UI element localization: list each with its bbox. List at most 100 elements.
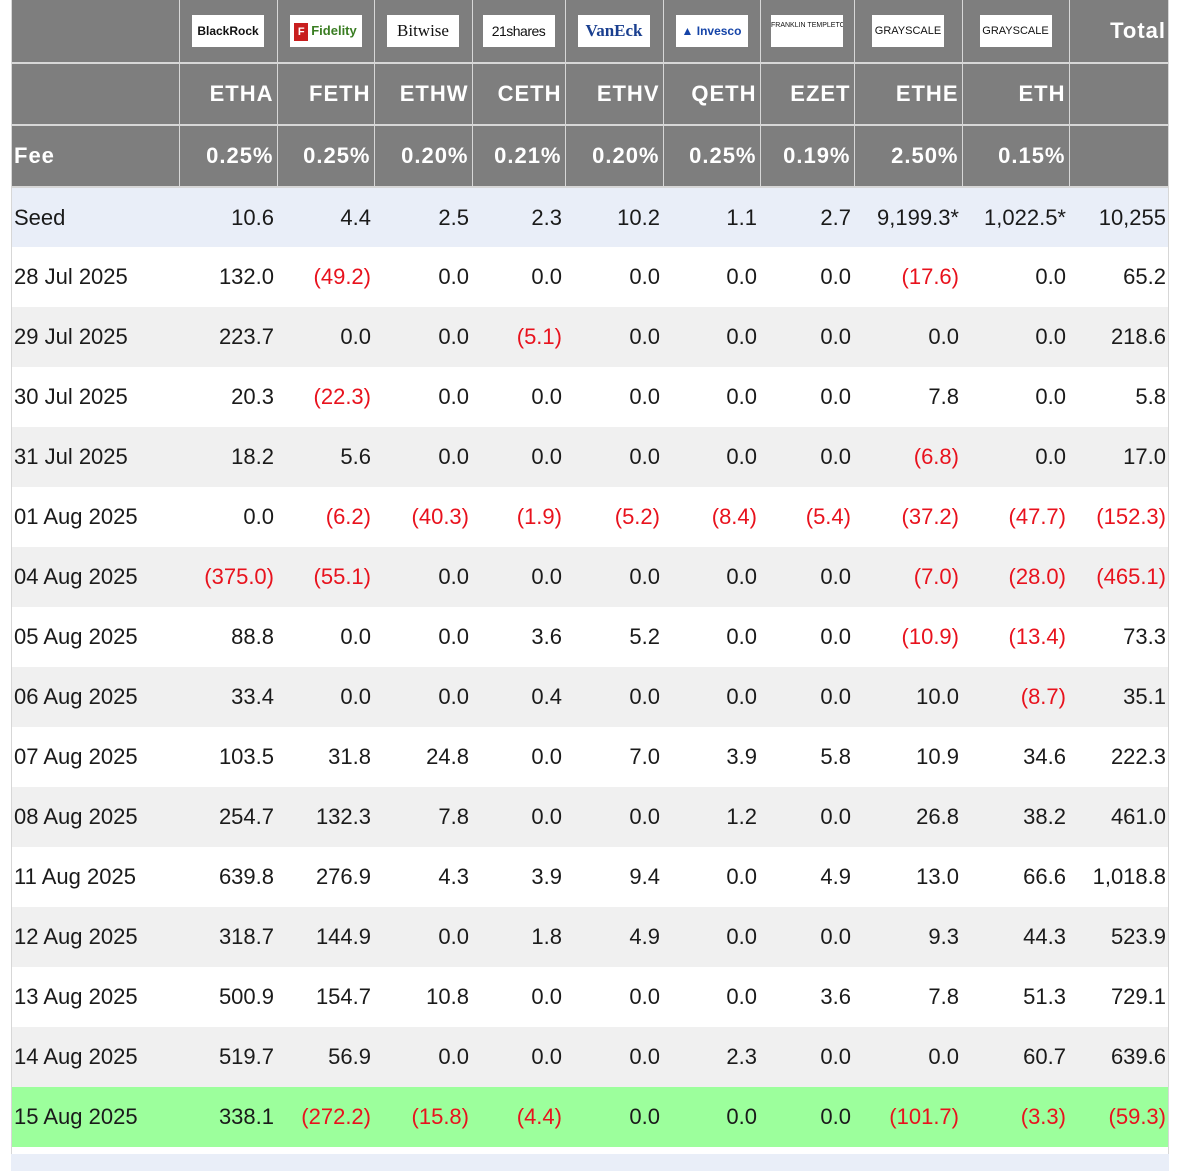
fidelity-logo: F Fidelity — [289, 15, 362, 47]
flow-cell: 0.0 — [854, 307, 962, 367]
flow-cell: 0.0 — [962, 427, 1069, 487]
fee-eth: 0.15% — [962, 125, 1070, 188]
flow-cell: (272.2) — [277, 1087, 374, 1147]
flow-cell: 0.0 — [472, 367, 565, 427]
flow-cell: (28.0) — [962, 547, 1069, 607]
flow-cell: 0.0 — [565, 667, 663, 727]
row-total-cell: 5.8 — [1069, 367, 1169, 427]
flow-cell: 3.9 — [472, 847, 565, 907]
flow-cell: 0.0 — [374, 427, 472, 487]
row-date: 08 Aug 2025 — [11, 787, 179, 847]
ticker-row-label — [11, 63, 180, 126]
row-total-cell: 35.1 — [1069, 667, 1169, 727]
table-row: 01 Aug 2025 0.0 (6.2) (40.3) (1.9) (5.2) (8.4)… — [11, 487, 1169, 547]
fee-ethe: 2.50% — [854, 125, 963, 188]
flow-cell: 0.0 — [277, 607, 374, 667]
flow-cell: 0.0 — [854, 1027, 962, 1087]
issuer-blackrock: BlackRock — [179, 0, 278, 64]
issuer-grayscale-ethe: GRAYSCALE — [854, 0, 963, 64]
table-row: 13 Aug 2025 500.9 154.7 10.8 0.0 0.0 0.0 3.6 7.8… — [11, 967, 1169, 1027]
row-date: 14 Aug 2025 — [11, 1027, 179, 1087]
fidelity-logo-text: Fidelity — [311, 23, 357, 38]
ticker-row: ETHA FETH ETHW CETH ETHV QETH EZET ETHE … — [11, 63, 1169, 126]
row-total-cell: 17.0 — [1069, 427, 1169, 487]
flow-cell: 5.8 — [760, 727, 854, 787]
flow-cell: (49.2) — [277, 247, 374, 307]
flow-cell: 9,199.3* — [854, 187, 962, 247]
flow-cell: 132.0 — [179, 247, 277, 307]
flow-cell: 0.0 — [374, 607, 472, 667]
flow-cell: 4.9 — [565, 907, 663, 967]
table-row: 07 Aug 2025 103.5 31.8 24.8 0.0 7.0 3.9 5.8 10.9… — [11, 727, 1169, 787]
flow-cell: (3.3) — [962, 1087, 1069, 1147]
row-total-cell: 65.2 — [1069, 247, 1169, 307]
flow-cell: 254.7 — [179, 787, 277, 847]
flow-cell: 0.0 — [663, 427, 760, 487]
flow-cell: 0.0 — [565, 367, 663, 427]
row-total-cell: 218.6 — [1069, 307, 1169, 367]
total-column-header: Total — [1069, 0, 1169, 64]
flow-cell: 0.0 — [760, 547, 854, 607]
flow-cell: 0.0 — [663, 367, 760, 427]
issuer-21shares: 21shares — [472, 0, 566, 64]
flow-cell: 0.0 — [760, 667, 854, 727]
table-row: 11 Aug 2025 639.8 276.9 4.3 3.9 9.4 0.0 4.9 13.0… — [11, 847, 1169, 907]
flow-cell: 0.0 — [565, 427, 663, 487]
flow-cell: 3.9 — [663, 727, 760, 787]
row-total-cell: 10,255 — [1069, 187, 1169, 247]
row-date: 01 Aug 2025 — [11, 487, 179, 547]
flow-cell: (6.8) — [854, 427, 962, 487]
blackrock-logo: BlackRock — [192, 15, 264, 47]
fee-ezet: 0.19% — [760, 125, 855, 188]
flow-cell: 0.0 — [565, 547, 663, 607]
flow-cell: 7.8 — [374, 787, 472, 847]
flow-cell: (5.2) — [565, 487, 663, 547]
issuer-logo-row: BlackRock F Fidelity Bitwise 21shares Van… — [11, 0, 1169, 64]
flow-cell: (13.4) — [962, 607, 1069, 667]
row-date: 05 Aug 2025 — [11, 607, 179, 667]
invesco-logo-text: Invesco — [696, 24, 742, 38]
row-date: Seed — [11, 187, 179, 247]
flow-cell: 519.7 — [179, 1027, 277, 1087]
flow-cell: 500.9 — [179, 967, 277, 1027]
flow-cell: 18.2 — [179, 427, 277, 487]
flow-cell: 0.0 — [962, 367, 1069, 427]
table-row: 14 Aug 2025 519.7 56.9 0.0 0.0 0.0 2.3 0.0 0.0 60… — [11, 1027, 1169, 1087]
issuer-fidelity: F Fidelity — [277, 0, 375, 64]
fee-row: Fee 0.25% 0.25% 0.20% 0.21% 0.20% 0.25% … — [11, 125, 1169, 188]
row-total-cell: 639.6 — [1069, 1027, 1169, 1087]
grayscale-logo: GRAYSCALE — [979, 15, 1052, 47]
flow-cell: 0.0 — [760, 307, 854, 367]
flow-cell: 0.0 — [277, 307, 374, 367]
flow-cell: 0.0 — [374, 667, 472, 727]
fee-feth: 0.25% — [277, 125, 375, 188]
ticker-etha: ETHA — [179, 63, 278, 126]
flow-cell: 0.0 — [374, 1027, 472, 1087]
flow-cell: 0.0 — [663, 907, 760, 967]
flow-cell: 38.2 — [962, 787, 1069, 847]
flow-cell: 0.0 — [565, 1087, 663, 1147]
row-total-cell: (152.3) — [1069, 487, 1169, 547]
flow-cell: 66.6 — [962, 847, 1069, 907]
flow-cell: 0.0 — [472, 1027, 565, 1087]
flow-cell: 0.0 — [760, 607, 854, 667]
table-row: 12 Aug 2025 318.7 144.9 0.0 1.8 4.9 0.0 0.0 9.3 4… — [11, 907, 1169, 967]
etf-flow-table-container: BlackRock F Fidelity Bitwise 21shares Van… — [11, 0, 1169, 1147]
flow-cell: 10.0 — [854, 667, 962, 727]
flow-cell: 0.0 — [663, 547, 760, 607]
flow-cell: 0.0 — [277, 667, 374, 727]
flow-cell: 7.8 — [854, 967, 962, 1027]
flow-cell: (55.1) — [277, 547, 374, 607]
flow-cell: (17.6) — [854, 247, 962, 307]
flow-cell: 0.0 — [565, 787, 663, 847]
flow-cell: 2.5 — [374, 187, 472, 247]
flow-cell: 20.3 — [179, 367, 277, 427]
flow-cell: (10.9) — [854, 607, 962, 667]
flow-cell: (8.7) — [962, 667, 1069, 727]
flow-cell: 0.0 — [565, 307, 663, 367]
row-date: 13 Aug 2025 — [11, 967, 179, 1027]
table-row: 04 Aug 2025 (375.0) (55.1) 0.0 0.0 0.0 0.0 0.0(… — [11, 547, 1169, 607]
flow-cell: (101.7) — [854, 1087, 962, 1147]
flow-cell: 0.0 — [962, 247, 1069, 307]
ticker-qeth: QETH — [663, 63, 761, 126]
